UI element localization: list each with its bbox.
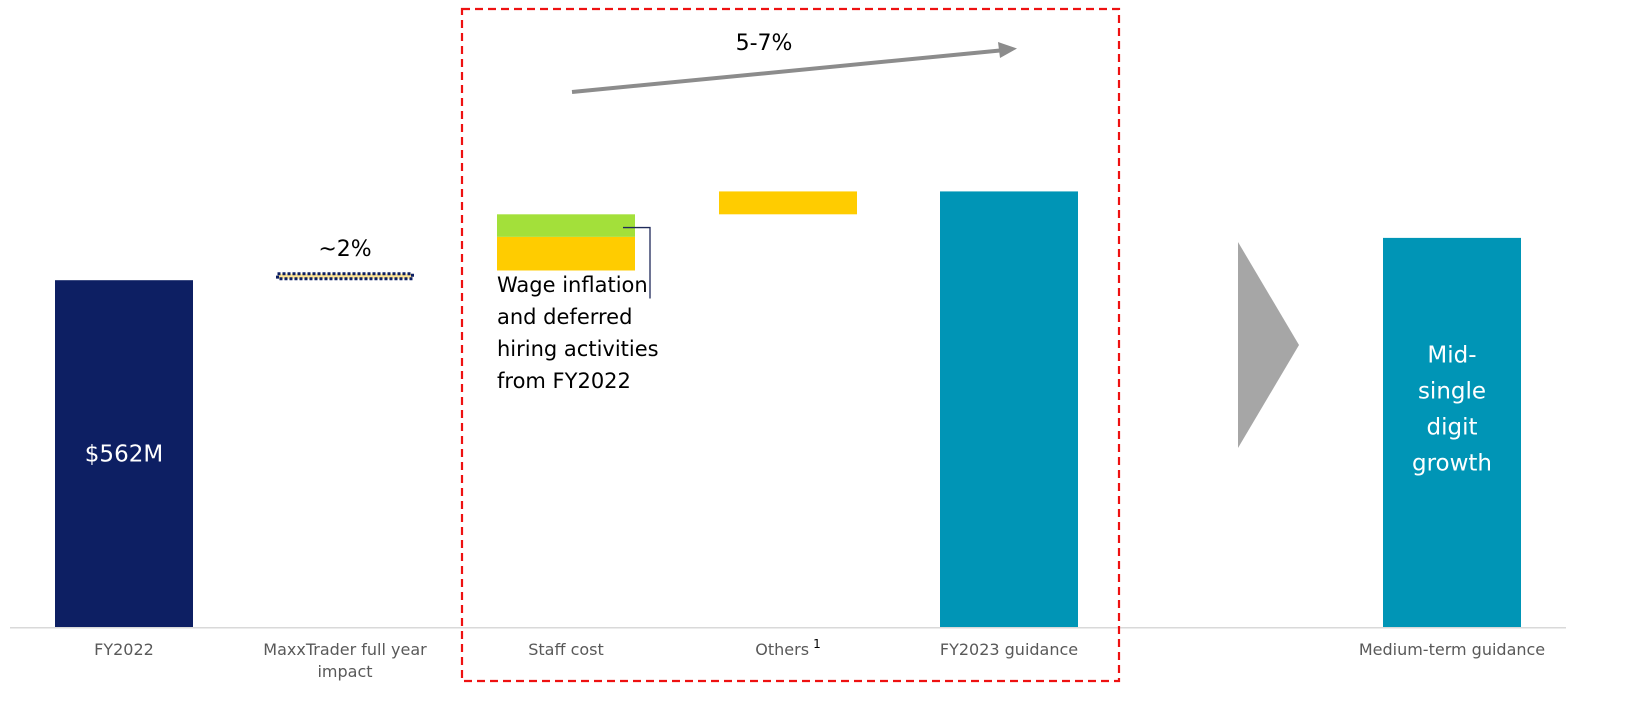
bar-staff-cost-segment-2 [497, 214, 635, 237]
bar-fy2023-guidance [940, 191, 1078, 627]
growth-arrow-head [998, 42, 1017, 58]
x-tick-label-maxxtrader-full-year-impact: MaxxTrader full year impact [263, 640, 427, 681]
growth-arrow [572, 51, 1000, 93]
bar-staff-cost-segment-1 [497, 237, 635, 271]
x-tick-labels: FY2022 MaxxTrader full year impact Staff co… [94, 637, 1545, 681]
chevron-right-icon [1238, 242, 1299, 448]
x-tick-label-fy2022: FY2022 [94, 640, 154, 659]
bars-layer [55, 191, 1521, 627]
x-tick-label-others: Others 1 [755, 637, 820, 659]
x-tick-label-fy2023-guidance: FY2023 guidance [940, 640, 1078, 659]
growth-range-label: 5-7% [736, 31, 793, 56]
bar-label-fy2022: $562M [85, 442, 163, 468]
bar-top-label-maxxtrader-full-year-impact: ~2% [318, 237, 371, 262]
x-tick-label-staff-cost: Staff cost [528, 640, 604, 659]
bar-others [719, 191, 857, 214]
bar-maxxtrader-full-year-impact [278, 274, 413, 279]
x-tick-label-medium-term-guidance: Medium-term guidance [1359, 640, 1545, 659]
staff-cost-note: Wage inflation and deferred hiring activit… [497, 273, 659, 393]
